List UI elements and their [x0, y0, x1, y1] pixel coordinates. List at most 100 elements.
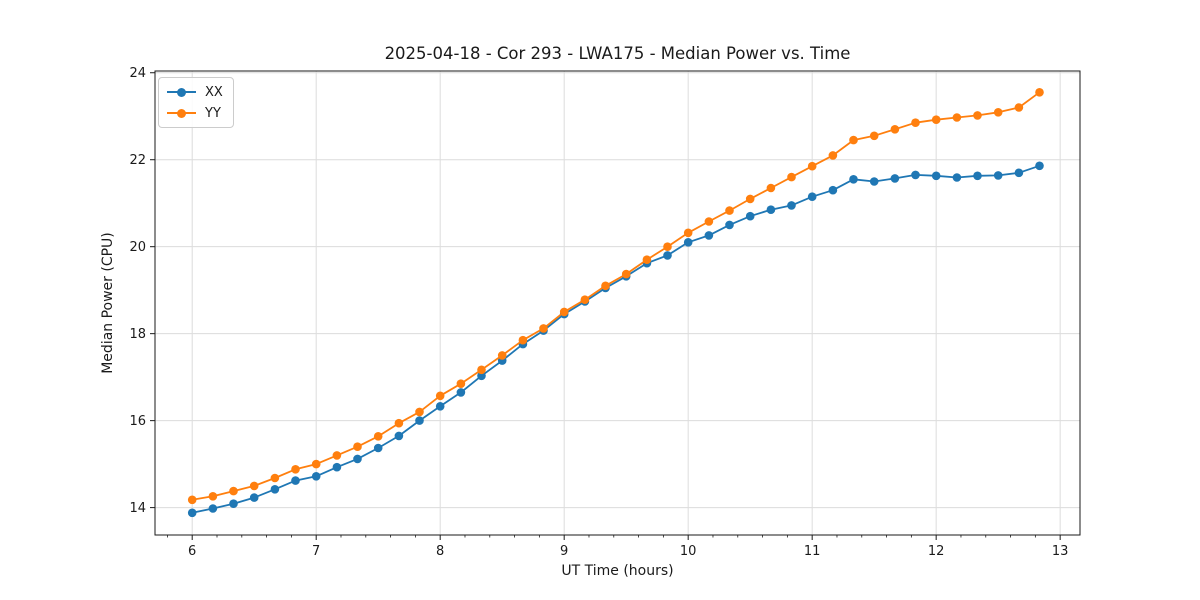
legend: XX YY: [158, 77, 234, 128]
y-tick-label: 20: [129, 240, 146, 255]
series-yy-marker: [394, 418, 404, 428]
legend-label-yy: YY: [205, 105, 221, 121]
x-tick-label: 8: [436, 544, 444, 559]
series-yy-marker: [353, 442, 362, 452]
series-yy-marker: [683, 228, 693, 238]
series-yy-marker: [745, 194, 755, 204]
series-yy-line: [192, 91, 1041, 501]
series-yy-marker: [229, 486, 238, 496]
series-xx-marker: [332, 462, 342, 472]
x-tick-label: 10: [680, 544, 697, 559]
series-xx-marker: [745, 211, 755, 221]
series-yy-marker: [663, 242, 672, 251]
series-yy-marker: [704, 217, 714, 226]
series-yy-marker: [332, 451, 342, 460]
series-xx-marker: [911, 170, 920, 180]
y-axis-label: Median Power (CPU): [100, 232, 116, 374]
legend-item-xx: XX: [167, 83, 223, 101]
series-xx-marker: [973, 171, 982, 181]
series-xx-marker: [394, 431, 404, 441]
series-xx-marker: [311, 472, 321, 481]
y-tick-label: 18: [129, 327, 146, 342]
series-yy-marker: [849, 135, 858, 145]
series-xx-marker: [1014, 168, 1024, 178]
series-yy-marker: [208, 492, 218, 501]
series-xx-marker: [683, 238, 693, 247]
x-tick-label: 11: [804, 544, 821, 559]
series-xx-marker: [725, 220, 734, 230]
series-xx-marker: [249, 493, 259, 502]
series-yy-marker: [725, 206, 734, 215]
yy-line-marker-icon: [167, 108, 196, 118]
series-xx-marker: [373, 443, 383, 453]
series-xx-line: [192, 164, 1040, 514]
series-yy-marker: [518, 335, 528, 345]
x-tick-label: 12: [928, 544, 945, 559]
series-xx-marker: [229, 499, 238, 509]
series-xx-marker: [890, 174, 900, 183]
series-xx-marker: [952, 173, 962, 182]
series-xx-marker: [766, 205, 776, 214]
x-tick-label: 9: [560, 544, 568, 559]
series-yy-marker: [601, 281, 610, 291]
series-xx-marker: [291, 476, 300, 485]
legend-label-xx: XX: [205, 84, 223, 100]
series-xx-marker: [849, 175, 858, 184]
series-xx-marker: [353, 454, 362, 464]
series-yy-marker: [931, 115, 941, 124]
series-xx-marker: [787, 201, 796, 210]
series-xx-marker: [456, 388, 466, 397]
series-yy-marker: [828, 151, 838, 160]
series-yy-marker: [415, 407, 424, 417]
series-yy-marker: [270, 473, 280, 483]
y-tick-label: 14: [129, 501, 146, 516]
series-yy-marker: [911, 118, 920, 127]
series-yy-marker: [1035, 88, 1044, 97]
series-yy-marker: [477, 365, 486, 375]
series-xx-marker: [704, 231, 714, 240]
series-yy-marker: [807, 161, 817, 171]
series-xx-marker: [828, 185, 838, 195]
series-yy-marker: [869, 131, 879, 141]
xx-line-marker-icon: [167, 87, 196, 97]
series-yy-marker: [952, 113, 962, 122]
series-yy-marker: [291, 465, 300, 474]
x-tick-label: 7: [312, 544, 320, 559]
series-xx-marker: [1035, 161, 1044, 171]
series-yy-marker: [435, 391, 445, 401]
plot-border: [154, 70, 1081, 536]
series-xx-marker: [435, 402, 445, 411]
series-xx-marker: [931, 171, 941, 181]
series-yy-marker: [890, 125, 900, 134]
y-tick-label: 24: [129, 66, 146, 81]
series-yy-marker: [787, 172, 796, 182]
series-xx-marker: [187, 508, 197, 518]
series-xx-marker: [869, 177, 879, 186]
y-tick-label: 16: [129, 414, 146, 429]
series-yy-marker: [497, 351, 507, 360]
legend-item-yy: YY: [167, 104, 223, 122]
series-xx-marker: [415, 416, 424, 425]
series-xx-marker: [993, 171, 1003, 180]
series-yy-marker: [973, 111, 982, 120]
series-xx-marker: [807, 192, 817, 201]
series-yy-marker: [642, 255, 652, 264]
series-yy-marker: [559, 307, 569, 317]
series-yy-marker: [373, 432, 383, 441]
series-xx-marker: [477, 371, 486, 381]
series-yy-marker: [621, 269, 631, 279]
x-axis-label: UT Time (hours): [561, 563, 674, 579]
series-yy-marker: [539, 324, 548, 333]
x-tick-label: 13: [1052, 544, 1069, 559]
series-yy-marker: [766, 183, 776, 193]
series-yy-marker: [187, 495, 197, 505]
series-yy-marker: [993, 108, 1003, 117]
series-yy-marker: [249, 481, 259, 491]
series-xx-marker: [208, 504, 218, 513]
chart-title: 2025-04-18 - Cor 293 - LWA175 - Median P…: [384, 44, 851, 63]
y-tick-label: 22: [129, 153, 146, 168]
series-xx-marker: [270, 485, 280, 494]
series-xx-marker: [663, 251, 672, 260]
